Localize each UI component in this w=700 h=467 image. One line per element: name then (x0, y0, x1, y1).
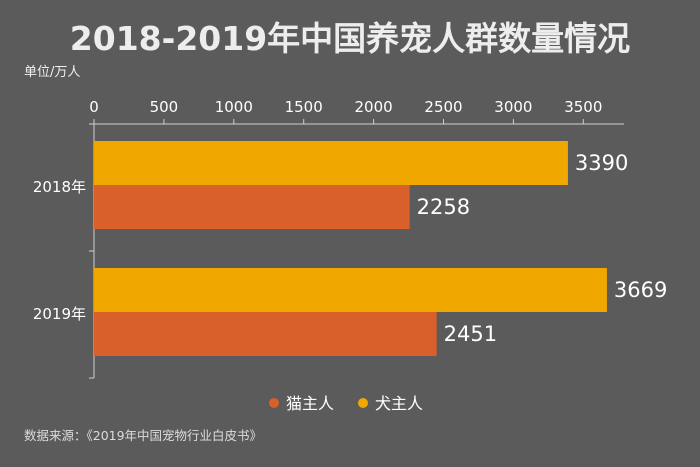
bar-dog-2 (94, 268, 607, 312)
bar-value-label: 2258 (417, 195, 470, 219)
x-tick-label: 1500 (285, 98, 323, 116)
x-tick-label: 0 (89, 98, 99, 116)
x-tick-label: 500 (150, 98, 179, 116)
legend-swatch-dog (358, 398, 368, 408)
bars: 3390 2258 3669 2451 (94, 141, 667, 356)
legend-label-cat: 猫主人 (286, 394, 334, 413)
x-tick-label: 2500 (424, 98, 462, 116)
legend-label-dog: 犬主人 (375, 394, 423, 413)
x-tick-label: 3500 (564, 98, 602, 116)
bar-cat-1 (94, 185, 410, 229)
x-tick-label: 2000 (355, 98, 393, 116)
bar-value-label: 3669 (614, 278, 667, 302)
x-ticks: 0 500 1000 1500 2000 2500 3000 3500 (89, 98, 602, 124)
bar-value-label: 3390 (575, 151, 628, 175)
chart-title: 2018-2019年中国养宠人群数量情况 (70, 19, 630, 58)
category-label: 2018年 (33, 178, 86, 196)
x-tick-label: 1000 (215, 98, 253, 116)
bar-cat-2 (94, 312, 437, 356)
bar-value-label: 2451 (444, 322, 497, 346)
x-tick-label: 3000 (494, 98, 532, 116)
legend-swatch-cat (269, 398, 279, 408)
source-note: 数据来源：《2019年中国宠物行业白皮书》 (24, 428, 262, 443)
bar-dog-1 (94, 141, 568, 185)
unit-label: 单位/万人 (24, 65, 80, 80)
category-labels: 2018年 2019年 (33, 178, 86, 323)
legend: 猫主人 犬主人 (269, 394, 423, 413)
category-label: 2019年 (33, 305, 86, 323)
